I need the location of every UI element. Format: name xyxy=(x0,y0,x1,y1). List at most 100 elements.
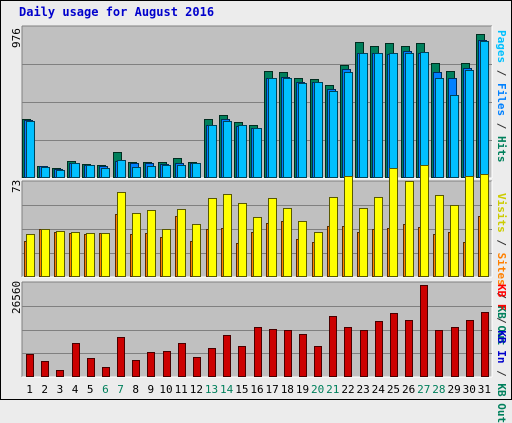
bar-visits-day-7 xyxy=(117,192,126,277)
bar-pages-day-31 xyxy=(480,41,489,178)
bar-visits-day-22 xyxy=(344,176,353,277)
bar-kb-f-day-11 xyxy=(178,343,186,377)
bar-kb-f-day-31 xyxy=(481,312,489,377)
bar-visits-day-3 xyxy=(56,231,65,277)
bar-visits-day-12 xyxy=(192,224,201,277)
bar-kb-f-day-3 xyxy=(56,370,64,377)
bar-kb-f-day-24 xyxy=(375,321,383,377)
x-tick-label-day-25: 25 xyxy=(387,383,400,396)
x-tick-label-day-6: 6 xyxy=(102,383,109,396)
x-tick-label-day-11: 11 xyxy=(175,383,188,396)
bar-visits-day-18 xyxy=(283,208,292,277)
x-tick-label-day-8: 8 xyxy=(132,383,139,396)
bar-pages-day-1 xyxy=(26,121,35,178)
bar-kb-f-day-13 xyxy=(208,348,216,377)
x-tick-label-day-31: 31 xyxy=(478,383,491,396)
x-tick-label-day-14: 14 xyxy=(220,383,234,396)
bar-kb-f-day-23 xyxy=(360,330,368,377)
bar-pages-day-25 xyxy=(389,53,398,178)
bar-visits-day-5 xyxy=(86,233,95,277)
bar-kb-f-day-30 xyxy=(466,320,474,377)
bar-pages-day-20 xyxy=(314,82,323,178)
bar-kb-f-day-19 xyxy=(299,334,307,377)
x-tick-label-day-5: 5 xyxy=(87,383,94,396)
bar-visits-day-1 xyxy=(26,234,35,277)
bar-kb-f-day-29 xyxy=(451,327,459,377)
bar-pages-day-28 xyxy=(435,78,444,178)
bar-pages-day-26 xyxy=(405,53,414,178)
bar-pages-day-30 xyxy=(465,70,474,178)
bar-kb-f-day-14 xyxy=(223,335,231,377)
bar-pages-day-18 xyxy=(283,78,292,178)
bar-kb-f-day-20 xyxy=(314,346,322,377)
bar-visits-day-26 xyxy=(405,181,414,277)
bar-kb-f-day-15 xyxy=(238,346,246,377)
x-tick-label-day-12: 12 xyxy=(190,383,203,396)
bar-kb-f-day-17 xyxy=(269,329,277,377)
bar-kb-f-day-26 xyxy=(405,320,413,377)
bar-visits-day-29 xyxy=(450,205,459,277)
chart-title: Daily usage for August 2016 xyxy=(19,5,215,19)
bar-kb-f-day-16 xyxy=(254,327,262,377)
bar-visits-day-11 xyxy=(177,209,186,277)
bar-pages-day-9 xyxy=(147,166,156,178)
bar-pages-day-2 xyxy=(41,167,50,178)
bar-visits-day-4 xyxy=(71,232,80,277)
bar-pages-day-13 xyxy=(208,125,217,178)
bar-pages-day-3 xyxy=(56,170,65,178)
bar-pages-day-7 xyxy=(117,160,126,178)
bar-visits-day-27 xyxy=(420,165,429,277)
x-tick-label-day-2: 2 xyxy=(41,383,48,396)
bar-pages-day-15 xyxy=(238,125,247,178)
bar-visits-day-14 xyxy=(223,194,232,277)
bar-pages-day-21 xyxy=(329,91,338,178)
x-tick-label-day-7: 7 xyxy=(117,383,124,396)
x-tick-label-day-22: 22 xyxy=(341,383,354,396)
bar-kb-f-day-25 xyxy=(390,313,398,377)
bar-kb-f-day-7 xyxy=(117,337,125,377)
x-tick-label-day-18: 18 xyxy=(281,383,294,396)
bar-kb-f-day-10 xyxy=(163,351,171,377)
bar-kb-f-day-27 xyxy=(420,285,428,377)
x-tick-label-day-29: 29 xyxy=(447,383,460,396)
bar-pages-day-17 xyxy=(268,78,277,178)
bar-pages-day-4 xyxy=(71,163,80,178)
bar-visits-day-30 xyxy=(465,176,474,277)
bar-pages-day-16 xyxy=(253,128,262,178)
bar-visits-day-17 xyxy=(268,198,277,277)
bar-visits-day-19 xyxy=(298,221,307,277)
bar-kb-f-day-8 xyxy=(132,360,140,377)
x-tick-label-day-21: 21 xyxy=(326,383,339,396)
bar-pages-day-14 xyxy=(223,121,232,178)
bar-pages-day-8 xyxy=(132,167,141,178)
x-tick-label-day-20: 20 xyxy=(311,383,324,396)
x-tick-label-day-4: 4 xyxy=(72,383,79,396)
bar-visits-day-2 xyxy=(41,229,50,277)
bar-visits-day-31 xyxy=(480,174,489,277)
x-tick-label-day-10: 10 xyxy=(159,383,172,396)
x-tick-label-day-17: 17 xyxy=(266,383,279,396)
x-tick-label-day-23: 23 xyxy=(357,383,370,396)
bar-kb-f-day-2 xyxy=(41,361,49,377)
bar-pages-day-19 xyxy=(298,83,307,178)
bar-visits-day-16 xyxy=(253,217,262,277)
bar-kb-f-day-1 xyxy=(26,354,34,377)
x-tick-label-day-30: 30 xyxy=(463,383,476,396)
bar-visits-day-28 xyxy=(435,195,444,277)
bar-pages-day-29 xyxy=(450,95,459,178)
bar-visits-day-21 xyxy=(329,197,338,277)
bar-pages-day-5 xyxy=(86,165,95,178)
bar-kb-f-day-22 xyxy=(344,327,352,377)
bar-pages-day-22 xyxy=(344,72,353,178)
bar-visits-day-15 xyxy=(238,203,247,277)
x-tick-label-day-24: 24 xyxy=(372,383,386,396)
bar-pages-day-11 xyxy=(177,165,186,178)
x-tick-label-day-1: 1 xyxy=(26,383,33,396)
bar-pages-day-24 xyxy=(374,53,383,178)
bar-visits-day-9 xyxy=(147,210,156,277)
x-tick-label-day-15: 15 xyxy=(235,383,248,396)
bar-visits-day-6 xyxy=(101,233,110,277)
bar-visits-day-24 xyxy=(374,197,383,277)
x-tick-label-day-28: 28 xyxy=(432,383,445,396)
x-tick-label-day-9: 9 xyxy=(148,383,155,396)
